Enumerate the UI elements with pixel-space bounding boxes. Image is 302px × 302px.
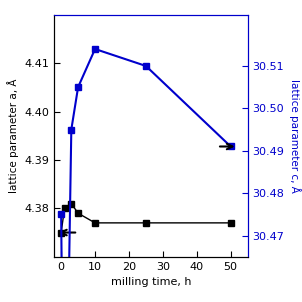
Y-axis label: lattice parameter c, Å: lattice parameter c, Å <box>289 79 301 193</box>
X-axis label: milling time, h: milling time, h <box>111 277 191 287</box>
Y-axis label: lattice parameter a, Å: lattice parameter a, Å <box>7 79 19 193</box>
